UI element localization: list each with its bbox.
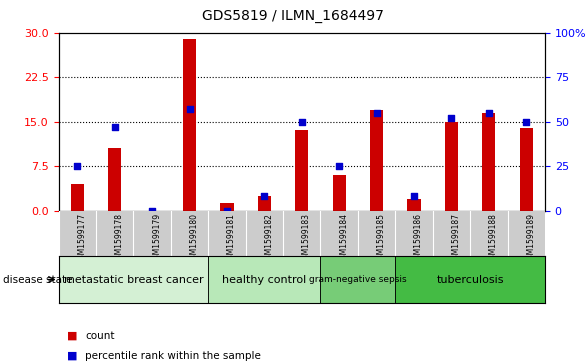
Point <box>522 119 531 125</box>
Text: GSM1599180: GSM1599180 <box>189 213 199 264</box>
Point <box>110 124 120 130</box>
Text: GSM1599177: GSM1599177 <box>77 213 86 264</box>
Text: GSM1599185: GSM1599185 <box>377 213 386 264</box>
Text: tuberculosis: tuberculosis <box>437 274 504 285</box>
Point <box>260 193 269 199</box>
Point <box>222 208 231 213</box>
FancyBboxPatch shape <box>321 256 396 303</box>
FancyBboxPatch shape <box>208 256 321 303</box>
Text: GSM1599183: GSM1599183 <box>302 213 311 264</box>
Bar <box>482 113 495 211</box>
Text: gram-negative sepsis: gram-negative sepsis <box>309 275 407 284</box>
Bar <box>370 110 383 211</box>
Text: GSM1599189: GSM1599189 <box>526 213 535 264</box>
Text: percentile rank within the sample: percentile rank within the sample <box>85 351 261 361</box>
Bar <box>295 131 308 211</box>
Text: GSM1599187: GSM1599187 <box>451 213 461 264</box>
Text: metastatic breast cancer: metastatic breast cancer <box>64 274 203 285</box>
Bar <box>220 203 233 211</box>
Text: GSM1599184: GSM1599184 <box>339 213 348 264</box>
Text: GSM1599181: GSM1599181 <box>227 213 236 264</box>
FancyBboxPatch shape <box>59 256 208 303</box>
Bar <box>71 184 84 211</box>
Bar <box>333 175 346 211</box>
Text: ■: ■ <box>67 331 78 341</box>
Text: GDS5819 / ILMN_1684497: GDS5819 / ILMN_1684497 <box>202 9 384 23</box>
Text: healthy control: healthy control <box>222 274 306 285</box>
Text: count: count <box>85 331 114 341</box>
Bar <box>258 196 271 211</box>
Text: GSM1599188: GSM1599188 <box>489 213 498 264</box>
Point <box>148 208 157 213</box>
Text: GSM1599178: GSM1599178 <box>115 213 124 264</box>
Bar <box>445 122 458 211</box>
Bar <box>407 199 421 211</box>
FancyBboxPatch shape <box>396 256 545 303</box>
Text: GSM1599179: GSM1599179 <box>152 213 161 264</box>
Text: GSM1599182: GSM1599182 <box>264 213 274 264</box>
Point <box>484 110 493 115</box>
Point <box>185 106 194 112</box>
Text: GSM1599186: GSM1599186 <box>414 213 423 264</box>
Text: ■: ■ <box>67 351 78 361</box>
Bar <box>183 38 196 211</box>
Point <box>335 163 344 169</box>
Point <box>73 163 82 169</box>
Point <box>297 119 306 125</box>
Text: disease state: disease state <box>3 275 73 285</box>
Point <box>372 110 381 115</box>
Bar <box>520 127 533 211</box>
Point <box>410 193 419 199</box>
Point <box>447 115 456 121</box>
Bar <box>108 148 121 211</box>
